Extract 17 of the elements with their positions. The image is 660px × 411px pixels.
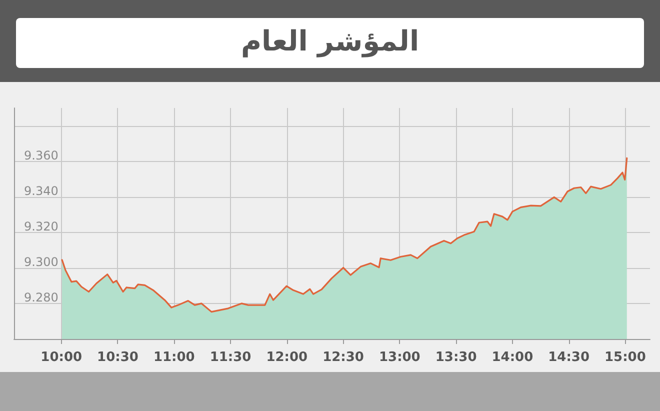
- x-tick-label: 14:00: [492, 350, 534, 365]
- y-tick-label: 9.340: [24, 184, 58, 198]
- y-tick-label: 9.320: [24, 219, 58, 234]
- x-tick-label: 10:30: [97, 350, 138, 365]
- x-tick-label: 11:00: [153, 350, 195, 365]
- chart-title: المؤشر العام: [240, 24, 420, 58]
- x-tick-label: 12:00: [266, 350, 308, 365]
- x-tick-label: 12:30: [322, 350, 364, 365]
- x-tick-label: 15:00: [604, 350, 646, 365]
- y-tick-label: 9.280: [24, 290, 58, 304]
- y-tick-label: 9.360: [24, 148, 58, 162]
- x-tick-label: 14:30: [548, 350, 590, 365]
- x-tick-label: 11:30: [210, 350, 252, 365]
- x-tick-label: 13:30: [435, 350, 477, 365]
- x-tick-label: 10:00: [40, 350, 82, 365]
- x-tick-label: 13:00: [378, 350, 420, 365]
- y-tick-label: 9.300: [24, 254, 58, 269]
